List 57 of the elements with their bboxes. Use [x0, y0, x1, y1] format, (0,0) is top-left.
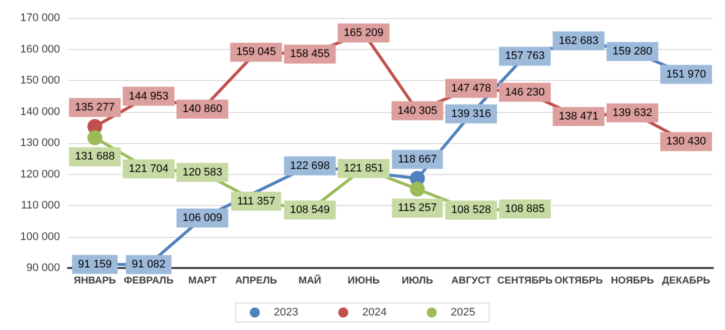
- x-tick-label: МАЙ: [298, 274, 322, 286]
- x-tick-label: МАРТ: [188, 276, 216, 286]
- legend-label: 2024: [362, 306, 387, 318]
- data-label: 138 471: [558, 110, 599, 123]
- data-label: 91 159: [78, 258, 112, 270]
- data-label: 111 357: [237, 195, 276, 208]
- y-tick-label: 150 000: [20, 74, 60, 86]
- data-label: 108 528: [451, 204, 492, 216]
- y-tick-label: 170 000: [20, 12, 60, 24]
- data-label: 106 009: [182, 212, 222, 224]
- data-label: 139 632: [612, 106, 652, 119]
- data-label: 118 667: [398, 153, 437, 166]
- x-tick-label: АВГУСТ: [451, 276, 491, 286]
- data-label: 159 280: [612, 46, 652, 58]
- data-label: 165 209: [344, 26, 384, 39]
- data-label: 159 045: [236, 46, 276, 58]
- x-tick-label: ИЮЛЬ: [402, 276, 434, 286]
- x-tick-label: ДЕКАБРЬ: [662, 276, 710, 286]
- x-tick-label: ИЮНЬ: [348, 276, 380, 286]
- x-tick-label: АПРЕЛЬ: [235, 276, 278, 286]
- data-label: 131 688: [74, 150, 115, 163]
- data-label: 121 851: [344, 162, 384, 174]
- y-tick-label: 120 000: [20, 168, 60, 180]
- data-label: 108 885: [504, 202, 545, 215]
- x-tick-label: СЕНТЯБРЬ: [497, 276, 553, 286]
- data-label: 140 860: [182, 103, 222, 116]
- data-label: 121 704: [128, 162, 169, 175]
- data-label: 158 455: [290, 48, 330, 60]
- data-label: 115 257: [398, 202, 437, 214]
- point: [410, 182, 425, 197]
- y-tick-label: 90 000: [26, 262, 60, 274]
- point: [87, 130, 102, 146]
- y-tick-label: 160 000: [20, 43, 60, 56]
- x-tick-label: ОКТЯБРЬ: [554, 276, 603, 286]
- legend-label: 2023: [274, 306, 298, 318]
- y-tick-label: 130 000: [20, 137, 60, 149]
- data-label: 140 305: [397, 104, 438, 117]
- data-label: 91 082: [132, 258, 166, 271]
- data-label: 139 316: [451, 108, 492, 120]
- data-label: 146 230: [504, 86, 545, 98]
- data-label: 120 583: [182, 166, 222, 178]
- legend-label: 2025: [450, 306, 476, 318]
- data-label: 130 430: [666, 136, 706, 148]
- y-tick-label: 100 000: [20, 230, 60, 243]
- data-label: 162 683: [558, 34, 599, 47]
- data-label: 122 698: [290, 160, 330, 172]
- x-tick-label: ФЕВРАЛЬ: [124, 276, 174, 286]
- data-label: 144 953: [128, 90, 169, 102]
- data-label: 157 763: [504, 50, 545, 62]
- data-label: 147 478: [451, 82, 492, 94]
- x-tick-label: ЯНВАРЬ: [74, 276, 116, 286]
- x-tick-label: НОЯБРЬ: [610, 276, 654, 286]
- data-label: 151 970: [666, 68, 706, 80]
- data-label: 108 549: [290, 204, 330, 216]
- data-label: 135 277: [74, 102, 115, 114]
- y-tick-label: 110 000: [21, 200, 60, 212]
- y-tick-label: 140 000: [20, 106, 60, 118]
